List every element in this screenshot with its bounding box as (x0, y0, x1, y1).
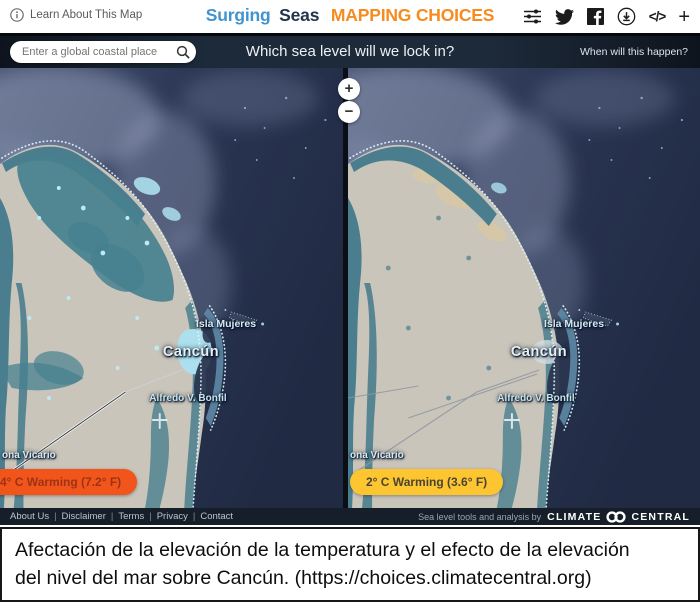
facebook-icon[interactable] (586, 8, 604, 25)
road-4c (7, 369, 183, 476)
download-icon[interactable] (617, 7, 636, 26)
learn-about-link[interactable]: Learn About This Map (10, 8, 142, 22)
caption-line-1: Afectación de la elevación de la tempera… (15, 539, 630, 561)
site-logo: Surging Seas MAPPING CHOICES (205, 5, 495, 26)
warming-badge-4c[interactable]: 4° C Warming (7.2° F) (0, 469, 138, 495)
footer-link-privacy[interactable]: Privacy (156, 511, 188, 522)
map-panel-2c[interactable]: Isla Mujeres Cancún Alfredo V. Bonfil on… (348, 68, 700, 508)
roads-2c (348, 369, 540, 475)
caption-line-2: del nivel del mar sobre Cancún. (https:/… (15, 566, 592, 589)
settings-sliders-icon[interactable] (523, 8, 542, 25)
add-plus-icon[interactable]: + (678, 5, 690, 28)
footer-credit: Sea level tools and analysis by CLIMATE … (418, 511, 690, 523)
panel-divider (343, 68, 348, 508)
map-illustration (0, 68, 343, 508)
footer-separator: | (192, 511, 196, 522)
zoom-in-button[interactable]: + (338, 78, 360, 100)
footer-link-terms[interactable]: Terms (118, 511, 145, 522)
hotel-zone-strip (203, 308, 224, 426)
airport-icon (151, 413, 168, 429)
footer-link-contact[interactable]: Contact (200, 511, 234, 522)
map-illustration (348, 68, 700, 508)
footer-link-disclaimer[interactable]: Disclaimer (61, 511, 106, 522)
map-label-isla-mujeres: Isla Mujeres (543, 318, 605, 330)
map-label-zona-vicario: ona Vicario (350, 450, 404, 461)
search-box[interactable] (10, 41, 196, 63)
airport-icon (503, 413, 520, 429)
reef-specks (234, 96, 327, 179)
twitter-icon[interactable] (554, 8, 574, 25)
isla-mujeres-island (578, 309, 620, 327)
map-label-cancun: Cancún (162, 344, 220, 360)
reef-specks (588, 96, 684, 179)
learn-about-label: Learn About This Map (30, 9, 143, 21)
search-icon[interactable] (170, 41, 196, 63)
map-panel-4c[interactable]: Isla Mujeres Cancún Alfredo V. Bonfil on… (0, 68, 343, 508)
coastline-dots (349, 140, 581, 508)
footer-separator: | (149, 511, 152, 522)
search-input[interactable] (10, 46, 170, 58)
embed-code-icon[interactable]: </> (648, 9, 667, 24)
map-toolbar: Which sea level will we lock in? When wi… (0, 36, 700, 68)
warming-badge-2c[interactable]: 2° C Warming (3.6° F) (350, 469, 504, 495)
info-icon (10, 8, 24, 22)
flood-speckles (27, 186, 160, 400)
footer-bar: About Us | Disclaimer | Terms | Privacy … (0, 508, 700, 525)
map-comparison-area: Isla Mujeres Cancún Alfredo V. Bonfil on… (0, 68, 700, 508)
footer-links: About Us | Disclaimer | Terms | Privacy … (10, 511, 233, 522)
brand-surging: Surging (205, 5, 271, 25)
zoom-out-button[interactable]: − (338, 101, 360, 123)
coastline-dots (1, 140, 227, 508)
map-label-alfredo-v-bonfil: Alfredo V. Bonfil (149, 393, 227, 404)
logo-central: CENTRAL (631, 510, 690, 523)
when-will-this-happen-link[interactable]: When will this happen? (580, 46, 688, 58)
header-icons: </> + (523, 0, 690, 33)
flood-extra-2c (385, 182, 564, 401)
map-label-zona-vicario: ona Vicario (2, 450, 56, 461)
footer-separator: | (54, 511, 57, 522)
brand-seas: Seas (279, 5, 320, 25)
footer-separator: | (110, 511, 114, 522)
map-label-cancun: Cancún (510, 344, 568, 360)
map-label-isla-mujeres: Isla Mujeres (195, 318, 257, 330)
credit-text: Sea level tools and analysis by (418, 511, 542, 522)
isla-mujeres-island (224, 309, 265, 327)
top-header: Learn About This Map Surging Seas MAPPIN… (0, 0, 700, 33)
map-label-alfredo-v-bonfil: Alfredo V. Bonfil (497, 393, 575, 404)
hotel-zone-strip (557, 308, 578, 426)
climate-central-logo[interactable]: CLIMATE CENTRAL (547, 511, 690, 523)
lagoon (193, 321, 218, 404)
logo-climate: CLIMATE (547, 510, 602, 523)
brand-mapping-choices: MAPPING CHOICES (330, 5, 495, 25)
climate-central-rings-icon (606, 510, 627, 523)
flood-extra-4c (0, 156, 212, 400)
header-divider (0, 33, 700, 36)
footer-link-about-us[interactable]: About Us (10, 511, 50, 522)
image-caption: Afectación de la elevación de la tempera… (0, 527, 700, 602)
